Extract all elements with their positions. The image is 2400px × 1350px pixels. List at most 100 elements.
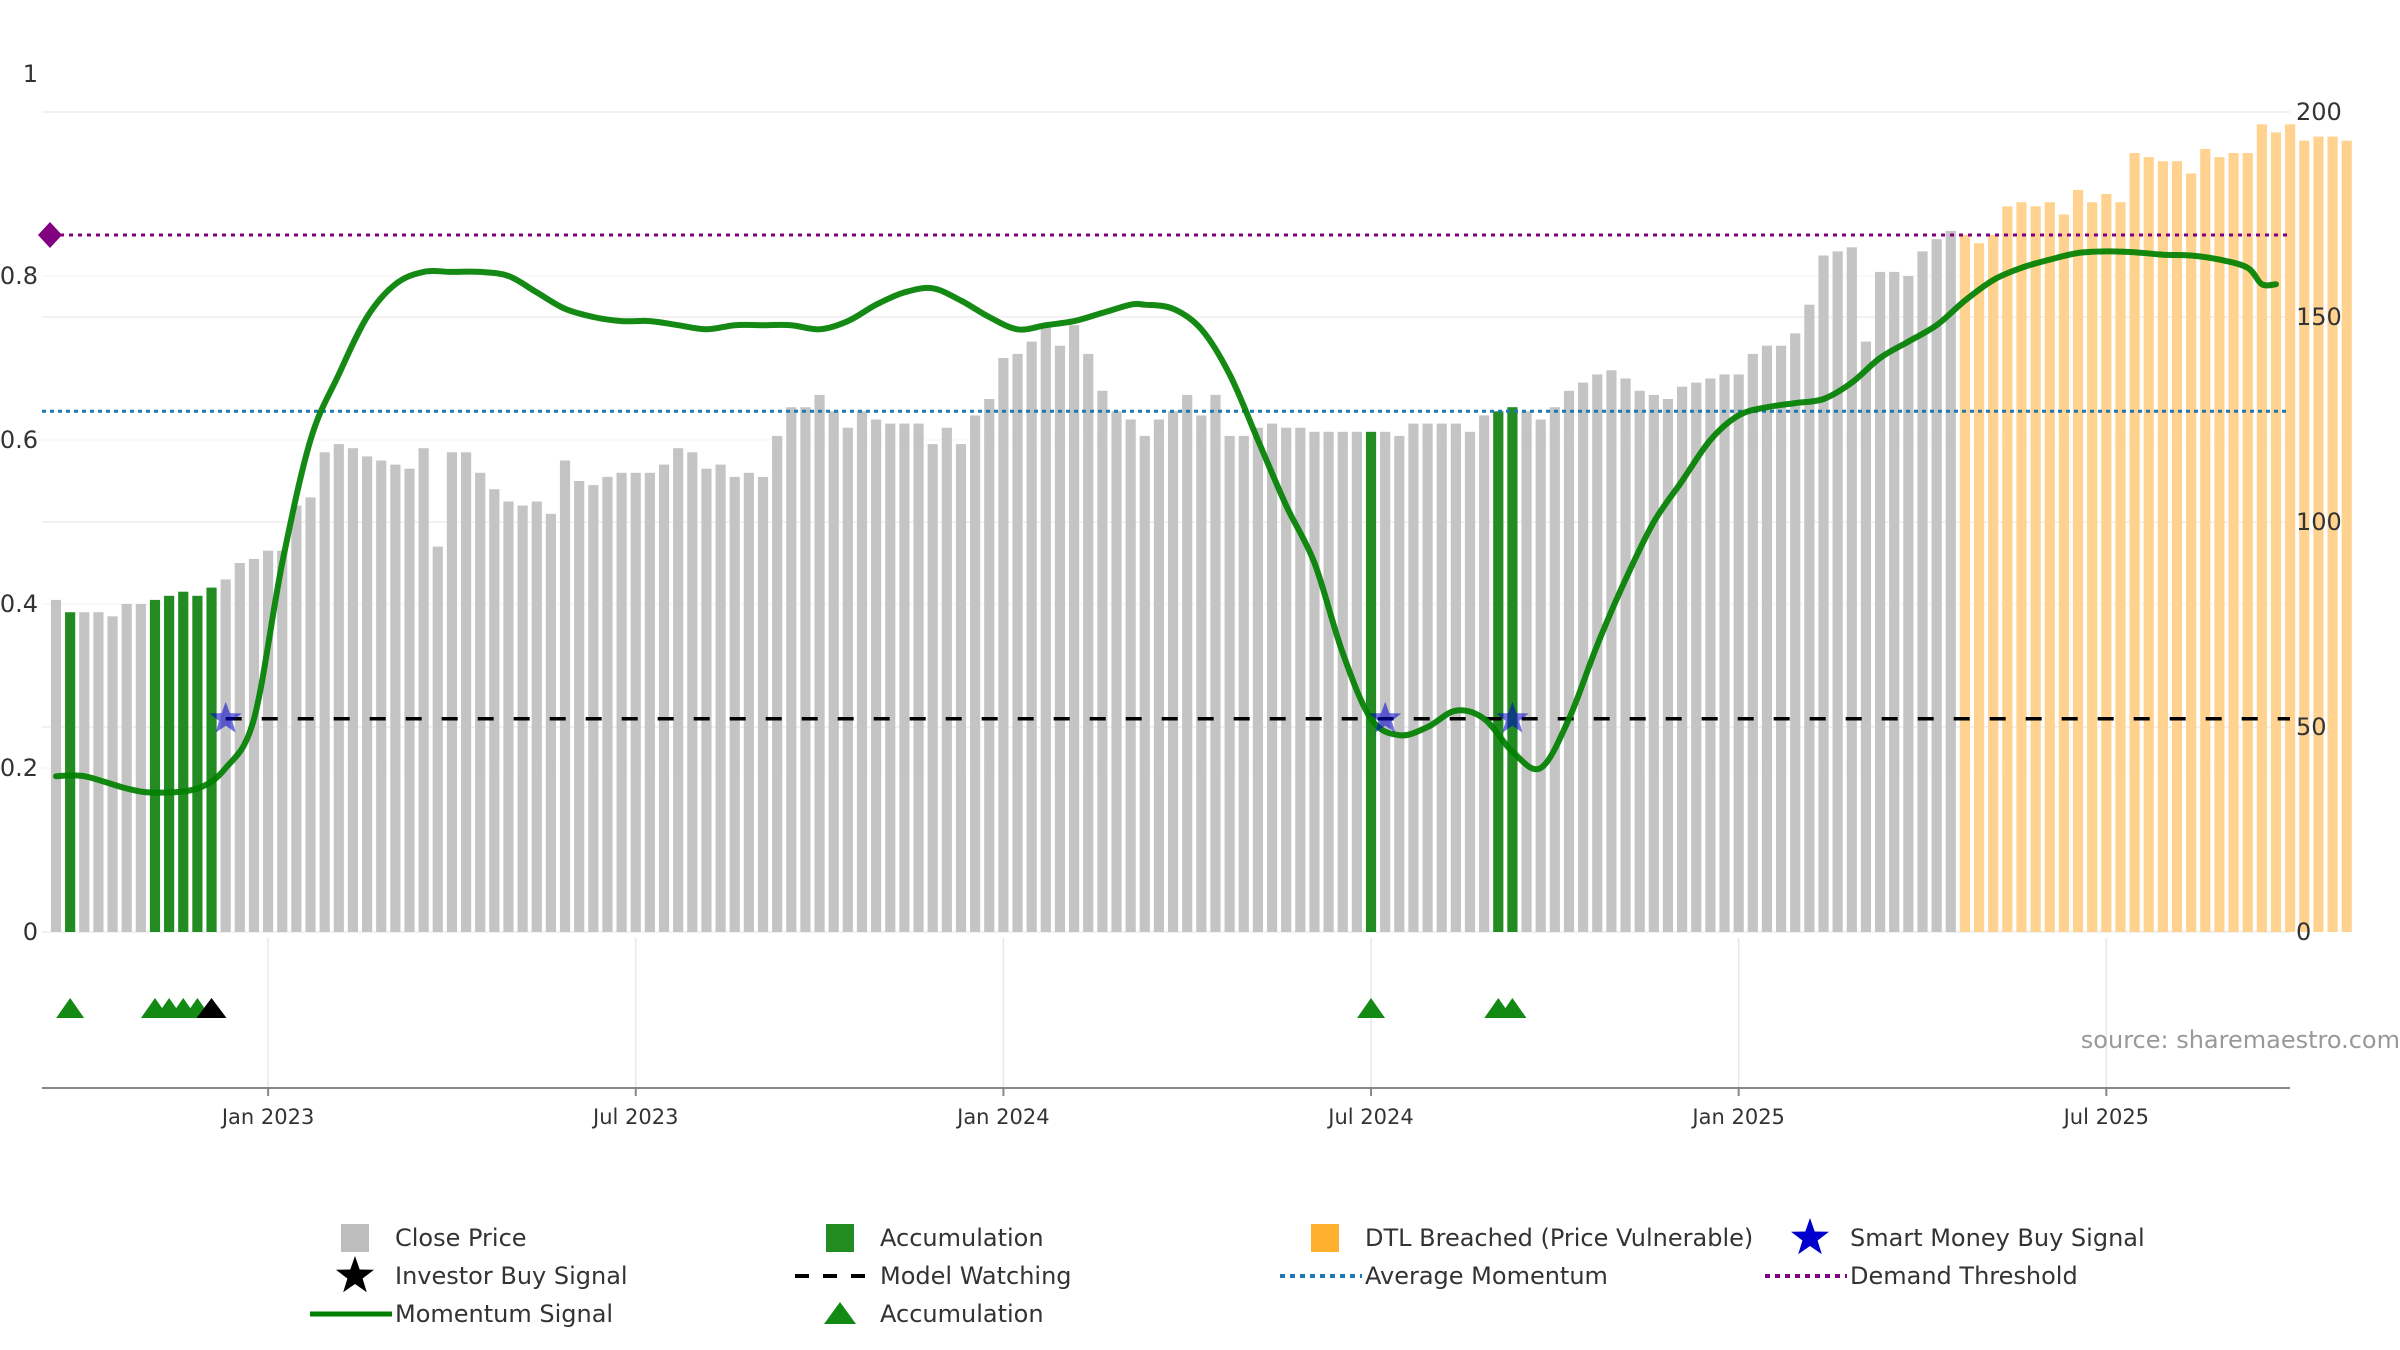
accumulation-triangle bbox=[56, 998, 85, 1018]
dtl-breached-bar bbox=[2242, 153, 2253, 932]
close-price-bar bbox=[347, 448, 359, 932]
close-price-bar bbox=[842, 427, 853, 932]
dtl-breached-bar bbox=[2228, 153, 2239, 932]
close-price-bar bbox=[333, 444, 344, 932]
close-price-bar bbox=[757, 476, 769, 932]
legend-label: Model Watching bbox=[880, 1262, 1072, 1290]
accumulation-bar bbox=[1365, 431, 1377, 932]
y-right-tick-label: 200 bbox=[2296, 98, 2342, 126]
x-tick-label: Jan 2024 bbox=[955, 1105, 1050, 1129]
dtl-breached-bar bbox=[1973, 243, 1985, 932]
close-price-bar bbox=[1224, 435, 1235, 932]
close-price-bar bbox=[630, 472, 641, 932]
signal-markers bbox=[56, 701, 1529, 1018]
y-right-tick-label: 100 bbox=[2296, 508, 2342, 536]
close-price-bar bbox=[786, 407, 797, 932]
close-price-bar bbox=[1450, 423, 1461, 932]
close-price-bar bbox=[1818, 255, 1829, 932]
close-price-bar bbox=[913, 423, 924, 932]
close-price-bar bbox=[885, 423, 896, 932]
legend-label: DTL Breached (Price Vulnerable) bbox=[1365, 1224, 1753, 1252]
close-price-bar bbox=[1846, 247, 1857, 933]
close-price-bar bbox=[1464, 431, 1476, 932]
y-left-tick-label: 0.6 bbox=[0, 426, 38, 454]
demand-threshold-marker bbox=[38, 222, 62, 248]
dtl-breached-bar bbox=[1988, 235, 1999, 932]
close-price-bar bbox=[644, 472, 655, 932]
close-price-bar bbox=[1153, 419, 1165, 932]
y-left-tick-label: 1 bbox=[23, 60, 38, 88]
close-price-bar bbox=[1097, 390, 1108, 932]
accumulation-bar bbox=[164, 595, 175, 932]
close-price-bar bbox=[1196, 415, 1207, 932]
accumulation-bar bbox=[206, 587, 217, 932]
legend-label: Momentum Signal bbox=[395, 1300, 613, 1328]
close-price-bar bbox=[1889, 271, 1900, 932]
close-price-bar bbox=[1026, 341, 1037, 933]
dtl-breached-bar bbox=[2072, 189, 2084, 932]
close-price-bar bbox=[1790, 333, 1801, 932]
close-price-bar bbox=[1281, 427, 1292, 932]
close-price-bar bbox=[1705, 378, 1716, 932]
accumulation-bar bbox=[1507, 407, 1518, 932]
close-price-bar bbox=[1874, 271, 1886, 932]
y-right-tick-label: 50 bbox=[2296, 713, 2327, 741]
close-price-bar bbox=[941, 427, 952, 932]
legend-swatch-square bbox=[341, 1224, 369, 1252]
close-price-bar bbox=[1634, 390, 1645, 932]
close-price-bar bbox=[955, 444, 967, 932]
close-price-bar bbox=[743, 472, 754, 932]
legend-item: Average Momentum bbox=[1280, 1262, 1608, 1290]
close-price-bar bbox=[715, 464, 726, 932]
dtl-breached-bar bbox=[2143, 157, 2154, 933]
close-price-bar bbox=[248, 558, 260, 932]
legend: Close Price Accumulation DTL Breached (Pri… bbox=[310, 1218, 2145, 1328]
close-price-bar bbox=[1677, 386, 1688, 932]
dtl-breached-bar bbox=[2256, 124, 2267, 933]
close-price-bar bbox=[1903, 276, 1914, 932]
close-price-bar bbox=[291, 505, 302, 932]
close-price-bar bbox=[1521, 411, 1532, 932]
close-price-bar bbox=[984, 399, 995, 932]
close-price-bar bbox=[1351, 431, 1362, 932]
accumulation-bar bbox=[149, 599, 161, 932]
close-price-bar bbox=[1408, 423, 1419, 932]
close-price-bar bbox=[1804, 304, 1815, 932]
legend-label: Investor Buy Signal bbox=[395, 1262, 628, 1290]
close-price-bar bbox=[1733, 374, 1744, 932]
close-price-bar bbox=[1535, 419, 1546, 932]
source-label: source: sharemaestro.com bbox=[2081, 1026, 2400, 1054]
dtl-breached-bar bbox=[2341, 140, 2352, 932]
y-left-tick-label: 0.4 bbox=[0, 590, 38, 618]
dtl-breached-bar bbox=[2313, 136, 2324, 933]
x-tick-label: Jan 2023 bbox=[220, 1105, 315, 1129]
close-price-bar bbox=[489, 489, 500, 932]
close-price-bar bbox=[531, 501, 542, 932]
close-price-bar bbox=[1295, 427, 1306, 932]
close-price-bar bbox=[1549, 407, 1560, 932]
close-price-bar bbox=[404, 468, 415, 932]
dtl-breached-bar bbox=[2270, 132, 2282, 932]
close-price-bar bbox=[673, 448, 684, 932]
x-tick-label: Jul 2024 bbox=[1326, 1105, 1413, 1129]
close-price-bar bbox=[1069, 325, 1080, 932]
close-price-bar bbox=[1606, 370, 1617, 932]
close-price-bar bbox=[1394, 435, 1405, 932]
close-price-bar bbox=[588, 485, 599, 932]
close-price-bar bbox=[432, 546, 443, 932]
x-tick-label: Jan 2025 bbox=[1690, 1105, 1785, 1129]
dtl-breached-bar bbox=[2002, 206, 2013, 933]
close-price-bar bbox=[1111, 411, 1122, 932]
close-price-bar bbox=[602, 476, 613, 932]
close-price-bar bbox=[729, 476, 740, 932]
legend-item: Momentum Signal bbox=[310, 1300, 613, 1328]
dtl-breached-bar bbox=[2115, 202, 2126, 932]
legend-item: Smart Money Buy Signal bbox=[1791, 1218, 2145, 1255]
close-price-bar bbox=[828, 411, 839, 932]
dtl-breached-bar bbox=[2186, 173, 2197, 932]
close-price-bar bbox=[1182, 394, 1193, 932]
dtl-breached-bar bbox=[1959, 235, 1971, 932]
close-price-bar bbox=[1832, 251, 1843, 932]
y-left-tick-label: 0.2 bbox=[0, 754, 38, 782]
close-price-bar bbox=[1648, 394, 1659, 932]
